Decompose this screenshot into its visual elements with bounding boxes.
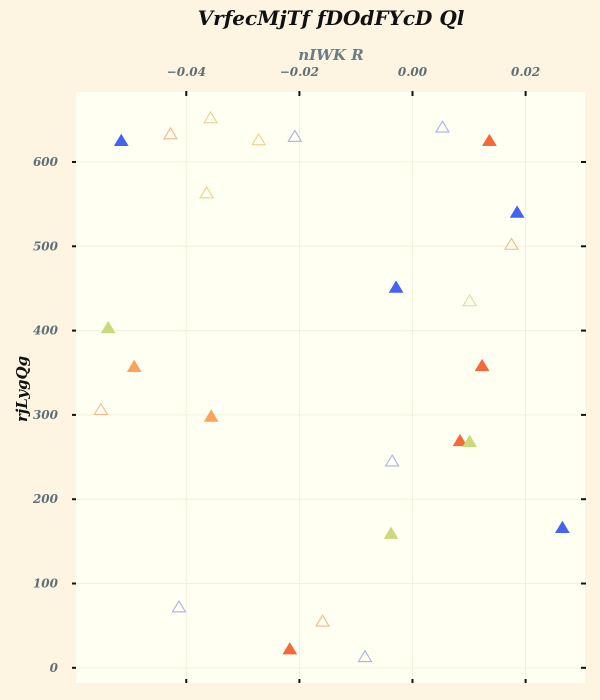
data-point-triangle [203,409,219,422]
x-tick-label: 0.02 [511,65,540,79]
data-point-triangle [509,205,525,218]
data-point-triangle [113,133,129,147]
y-tick-label: 100 [33,577,59,591]
data-point-triangle [93,402,109,416]
y-tick-label: 500 [33,239,59,253]
data-point-triangle [554,520,570,534]
y-axis-title: rjLygQg [13,356,31,422]
data-point-triangle [162,126,178,140]
data-point-triangle [315,614,331,627]
data-point-triangle [474,358,490,372]
data-point-triangle [357,649,373,663]
y-tick-label: 600 [33,155,59,169]
data-point-triangle [251,132,267,146]
plot-area [76,92,585,683]
data-point-triangle [199,185,215,199]
data-point-triangle [503,237,519,250]
data-point-triangle [100,320,116,334]
data-point-triangle [434,120,450,133]
grid-lines [76,92,585,683]
data-point-triangle [482,133,497,147]
data-point-triangle [171,599,187,613]
data-point-triangle [452,433,468,447]
data-point-triangle [282,642,298,655]
x-tick-label: −0.04 [167,65,206,79]
data-point-triangle [462,293,478,307]
y-tick-label: 300 [33,408,59,422]
data-point-triangle [462,434,478,448]
x-tick-label: −0.02 [280,65,319,79]
data-point-triangle [388,280,404,293]
data-point-triangle [383,526,399,539]
data-point-triangle [126,359,142,372]
y-tick-label: 0 [50,661,59,675]
axis-ticks: −0.04 −0.02 0.00 0.02 0 100 200 300 400 500 600 [32,65,586,683]
data-point-triangle [203,110,219,124]
data-points [93,110,570,663]
data-point-triangle [287,129,303,142]
x-tick-label: 0.00 [398,65,428,79]
y-tick-label: 400 [33,324,59,338]
chart-title: VrfecMjTf fDOdFYcD Ql [198,6,465,30]
data-point-triangle [384,454,400,467]
y-tick-label: 200 [32,492,59,506]
x-axis-title: nIWK R [298,46,364,64]
